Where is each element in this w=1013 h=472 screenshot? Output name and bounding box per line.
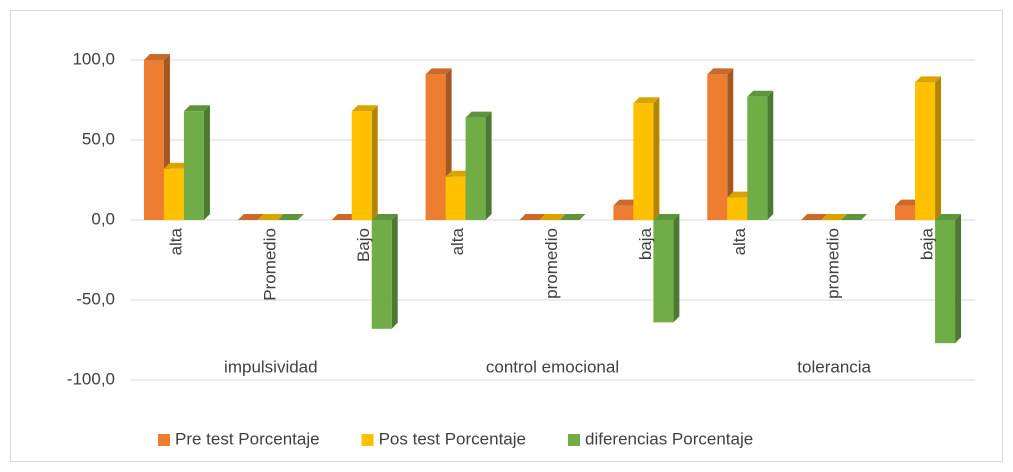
bar-top: [707, 68, 734, 75]
bar-top: [519, 214, 546, 220]
bar-top: [559, 214, 586, 220]
bar-side: [653, 97, 660, 220]
bar: [183, 111, 204, 220]
bar: [371, 220, 392, 329]
bar-top: [841, 214, 868, 220]
bar: [895, 205, 916, 220]
x-tick-label: alta: [448, 227, 467, 255]
bar-top: [613, 199, 640, 206]
bar-top: [277, 214, 304, 220]
bar: [465, 117, 486, 220]
legend-swatch: [361, 434, 374, 446]
legend-label: Pos test Porcentaje: [379, 429, 526, 448]
legend-label: Pre test Porcentaje: [175, 429, 320, 448]
bar: [915, 82, 936, 221]
legend-swatch: [568, 434, 580, 446]
y-tick-label: -50,0: [76, 289, 115, 308]
bar-top: [351, 105, 378, 112]
bar: [613, 205, 634, 220]
bar-top: [653, 214, 680, 220]
bar: [351, 111, 372, 220]
bar: [727, 197, 748, 220]
bar-top: [237, 214, 264, 220]
bar-side: [371, 105, 378, 220]
bar-top: [143, 54, 170, 60]
bar-side: [767, 90, 774, 220]
x-tick-label: Promedio: [260, 228, 279, 301]
bar-top: [163, 162, 190, 169]
y-tick-label: -100,0: [67, 369, 115, 388]
bar: [143, 60, 164, 220]
x-tick-label: promedio: [824, 228, 843, 299]
bar-top: [465, 111, 492, 118]
bar-top: [801, 214, 828, 220]
bar-top: [821, 214, 848, 220]
bar: [707, 74, 728, 221]
bar-top: [727, 191, 754, 198]
bar: [425, 74, 446, 221]
legend-label: diferencias Porcentaje: [585, 429, 753, 448]
bar-side: [673, 214, 680, 323]
bar-top: [183, 105, 210, 112]
bar-top: [747, 90, 774, 97]
y-tick-label: 0,0: [91, 209, 115, 228]
chart-border: [10, 10, 1003, 462]
group-label: tolerancia: [797, 357, 871, 376]
bar-side: [485, 111, 492, 220]
bar: [653, 220, 674, 323]
bar: [633, 103, 654, 220]
bar-top: [895, 199, 922, 206]
bar-top: [425, 68, 452, 75]
bar-side: [955, 214, 962, 344]
x-tick-label: alta: [166, 227, 185, 255]
bar-side: [935, 76, 942, 221]
bar: [747, 96, 768, 220]
x-tick-label: baja: [918, 227, 937, 260]
bar-top: [935, 214, 962, 220]
bar: [163, 168, 184, 220]
bar-top: [257, 214, 284, 220]
legend-swatch: [158, 434, 170, 446]
bar-side: [727, 68, 734, 221]
x-tick-label: baja: [636, 227, 655, 260]
y-tick-label: 100,0: [72, 49, 115, 68]
bar-top: [915, 76, 942, 83]
bar-side: [203, 105, 210, 220]
x-tick-label: promedio: [542, 228, 561, 299]
x-tick-label: Bajo: [354, 228, 373, 262]
y-tick-label: 50,0: [82, 129, 115, 148]
group-label: impulsividad: [224, 357, 318, 376]
bar: [445, 176, 466, 220]
bar-top: [633, 97, 660, 104]
x-tick-label: alta: [730, 227, 749, 255]
bar-top: [539, 214, 566, 220]
bar-top: [331, 214, 358, 220]
bar-top: [371, 214, 398, 220]
group-label: control emocional: [486, 357, 619, 376]
bar: [935, 220, 956, 344]
bar-top: [445, 170, 472, 177]
bar-side: [391, 214, 398, 329]
